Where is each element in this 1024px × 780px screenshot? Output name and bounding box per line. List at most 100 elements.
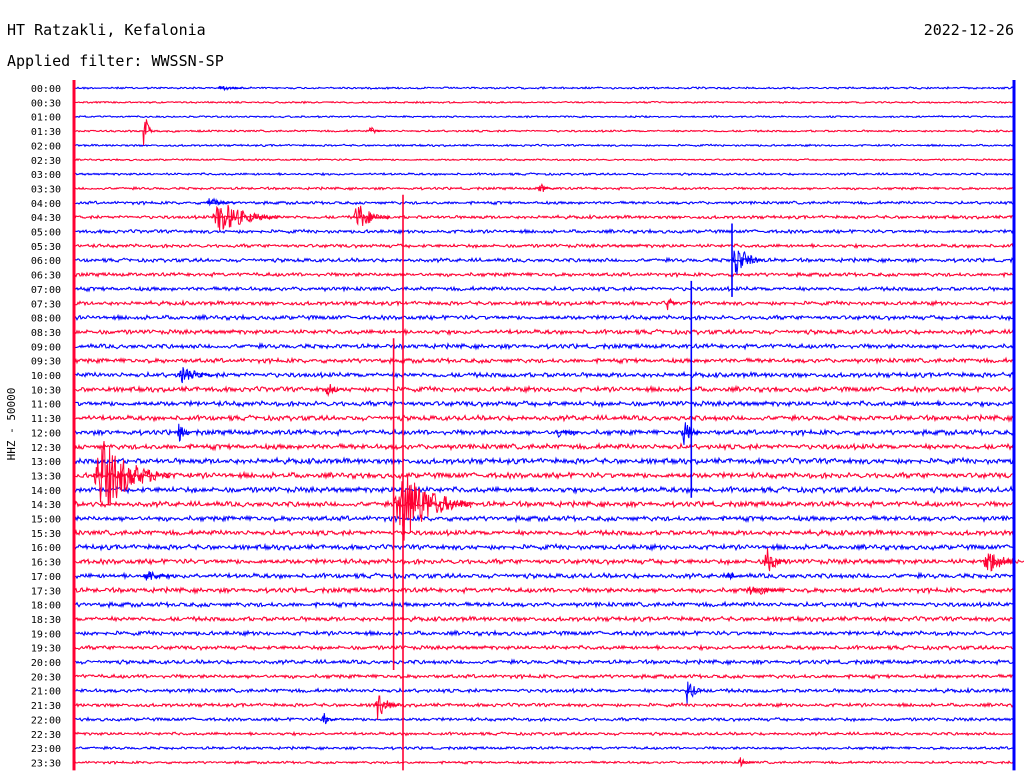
row-label: 07:00	[31, 285, 61, 296]
row-label: 17:30	[31, 586, 61, 597]
trace-2330	[73, 760, 1015, 765]
row-label: 06:00	[31, 256, 61, 267]
event-burst	[142, 570, 174, 581]
trace-1900	[73, 629, 1015, 638]
event-burst	[731, 250, 764, 275]
row-label: 16:00	[31, 543, 61, 554]
trace-1300	[73, 456, 1015, 466]
row-label: 11:30	[31, 414, 61, 425]
row-label: 00:30	[31, 98, 61, 109]
event-burst	[142, 119, 153, 146]
row-label: 09:30	[31, 357, 61, 368]
event-burst	[684, 681, 704, 704]
event-burst	[324, 384, 343, 398]
event-burst	[747, 586, 786, 595]
row-label: 19:00	[31, 629, 61, 640]
row-label: 08:30	[31, 328, 61, 339]
row-label: 11:00	[31, 400, 61, 411]
event-group	[92, 85, 1024, 768]
trace-1500	[73, 514, 1015, 524]
row-label: 21:00	[31, 687, 61, 698]
trace-0100	[73, 114, 1015, 119]
row-label: 03:00	[31, 170, 61, 181]
row-label: 15:00	[31, 515, 61, 526]
row-label: 07:30	[31, 299, 61, 310]
event-burst	[763, 547, 789, 572]
row-label: 09:00	[31, 342, 61, 353]
event-burst	[374, 695, 400, 720]
event-burst	[321, 712, 337, 725]
event-burst	[92, 440, 171, 507]
trace-1730	[73, 585, 1015, 595]
row-label: 19:30	[31, 644, 61, 655]
trace-1130	[73, 413, 1015, 423]
row-label: 20:30	[31, 672, 61, 683]
row-label: 02:00	[31, 141, 61, 152]
row-label: 03:30	[31, 184, 61, 195]
row-label: 04:00	[31, 199, 61, 210]
event-burst	[217, 85, 243, 92]
row-label: 13:30	[31, 471, 61, 482]
trace-0830	[73, 327, 1015, 337]
trace-0300	[73, 171, 1015, 177]
row-label: 05:00	[31, 228, 61, 239]
event-burst	[211, 204, 281, 231]
trace-2000	[73, 658, 1015, 667]
trace-1930	[73, 643, 1015, 652]
trace-1800	[73, 600, 1015, 609]
trace-1600	[73, 542, 1015, 552]
trace-2030	[73, 673, 1015, 680]
row-label: 10:00	[31, 371, 61, 382]
event-burst	[352, 205, 391, 227]
row-label: 21:30	[31, 701, 61, 712]
trace-1430	[73, 499, 1015, 509]
trace-0530	[73, 242, 1015, 250]
trace-1230	[73, 441, 1015, 452]
row-label: 06:30	[31, 271, 61, 282]
trace-1830	[73, 614, 1015, 623]
trace-2300	[73, 745, 1015, 751]
trace-1000	[73, 370, 1015, 380]
row-label: 12:30	[31, 443, 61, 454]
event-burst	[205, 197, 237, 207]
trace-0600	[73, 256, 1015, 264]
event-burst	[725, 571, 738, 581]
trace-2130	[74, 701, 1015, 709]
row-label: 01:00	[31, 113, 61, 124]
trace-0200	[73, 143, 1015, 148]
row-label: 16:30	[31, 558, 61, 569]
row-label: 22:00	[31, 715, 61, 726]
row-label: 23:00	[31, 744, 61, 755]
y-axis-label: HHZ - 50000	[5, 388, 18, 461]
trace-2230	[73, 730, 1015, 737]
trace-2100	[73, 686, 1015, 695]
row-label: 12:00	[31, 428, 61, 439]
row-label-group: 00:00 00:30 01:00 01:30 02:00 02:30 03:00 03:30…	[31, 84, 61, 769]
row-label: 14:00	[31, 486, 61, 497]
row-label: 18:00	[31, 601, 61, 612]
row-label: 05:30	[31, 242, 61, 253]
trace-1400	[73, 485, 1015, 495]
row-label: 20:00	[31, 658, 61, 669]
trace-1100	[73, 399, 1015, 409]
event-burst	[368, 126, 385, 135]
row-label: 02:30	[31, 156, 61, 167]
trace-0930	[73, 356, 1015, 365]
trace-0630	[73, 271, 1015, 279]
filter-label: Applied filter: WWSSN-SP	[7, 52, 224, 70]
trace-1700	[73, 571, 1015, 581]
trace-0730	[73, 299, 1015, 307]
trace-0900	[73, 341, 1015, 351]
trace-2200	[73, 716, 1015, 723]
row-label: 14:30	[31, 500, 61, 511]
station-title: HT Ratzakli, Kefalonia	[7, 21, 206, 39]
event-burst	[737, 757, 754, 768]
trace-0500	[73, 228, 1015, 235]
row-label: 23:30	[31, 758, 61, 769]
row-label: 18:30	[31, 615, 61, 626]
trace-1330	[73, 470, 1015, 480]
event-burst	[982, 553, 1024, 572]
trace-0030	[73, 100, 1015, 105]
trace-0000	[73, 86, 1015, 90]
row-label: 10:30	[31, 385, 61, 396]
